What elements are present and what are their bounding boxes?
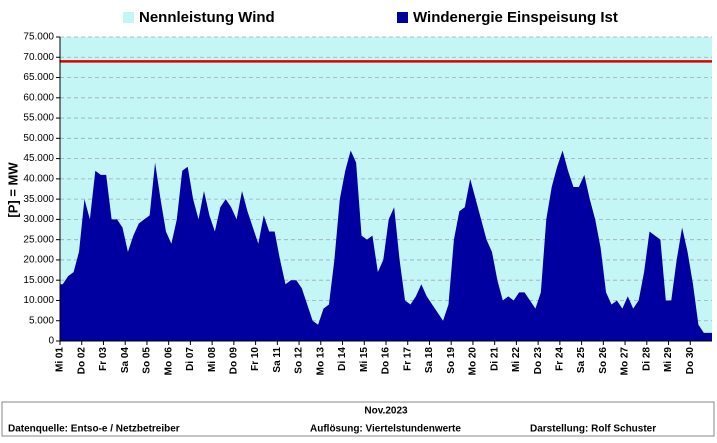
x-tick-label: Mi 08 — [207, 347, 218, 372]
x-tick-label: Sa 04 — [120, 347, 131, 374]
legend-marker — [123, 12, 134, 23]
x-tick-label: Fr 03 — [98, 347, 109, 371]
x-tick-label: Fr 10 — [250, 347, 261, 371]
y-tick-label: 5.000 — [29, 315, 54, 326]
legend-label: Nennleistung Wind — [139, 9, 275, 26]
y-tick-label: 40.000 — [23, 174, 54, 185]
x-tick-label: Do 16 — [381, 347, 392, 375]
y-axis-label: [P] = MW — [5, 162, 20, 218]
x-tick-label: Mi 01 — [55, 347, 66, 372]
footer-box — [1, 401, 715, 437]
x-tick-label: Fr 17 — [402, 347, 413, 371]
x-tick-label: Do 23 — [533, 347, 544, 375]
x-tick-label: Mo 06 — [163, 347, 174, 376]
y-tick-label: 55.000 — [23, 113, 54, 124]
legend-marker — [397, 12, 408, 23]
y-tick-label: 0 — [48, 336, 54, 347]
x-axis-label: Nov.2023 — [364, 406, 408, 417]
footer-source: Datenquelle: Entso-e / Netzbetreiber — [8, 424, 180, 435]
y-tick-label: 10.000 — [23, 295, 54, 306]
y-tick-label: 35.000 — [23, 194, 54, 205]
x-tick-label: Sa 18 — [424, 347, 435, 374]
y-tick-label: 30.000 — [23, 214, 54, 225]
x-tick-label: So 19 — [446, 347, 457, 374]
x-tick-label: So 05 — [142, 347, 153, 374]
y-tick-label: 20.000 — [23, 255, 54, 266]
y-tick-label: 70.000 — [23, 52, 54, 63]
footer-resolution: Auflösung: Viertelstundenwerte — [310, 424, 461, 435]
y-tick-label: 65.000 — [23, 72, 54, 83]
x-tick-label: Mi 29 — [663, 347, 674, 372]
x-tick-label: Di 14 — [337, 347, 348, 371]
x-tick-label: Mo 20 — [468, 347, 479, 376]
y-tick-label: 45.000 — [23, 153, 54, 164]
x-tick-label: Sa 11 — [272, 347, 283, 373]
x-tick-label: Fr 24 — [555, 347, 566, 371]
x-tick-label: Di 28 — [641, 347, 652, 371]
x-tick-label: So 26 — [598, 347, 609, 374]
x-tick-label: Do 30 — [685, 347, 696, 375]
y-tick-label: 15.000 — [23, 275, 54, 286]
x-tick-label: Mo 27 — [620, 347, 631, 376]
y-tick-label: 75.000 — [23, 32, 54, 43]
x-tick-label: Mi 15 — [359, 347, 370, 372]
x-tick-label: Di 07 — [185, 347, 196, 371]
y-tick-label: 50.000 — [23, 133, 54, 144]
legend-label: Windenergie Einspeisung Ist — [413, 9, 618, 26]
wind-area — [60, 150, 712, 341]
y-tick-label: 60.000 — [23, 92, 54, 103]
x-tick-label: Mo 13 — [315, 347, 326, 376]
x-tick-label: Di 21 — [489, 347, 500, 371]
x-tick-label: Sa 25 — [576, 347, 587, 374]
x-tick-label: Do 09 — [229, 347, 240, 375]
x-tick-label: Mi 22 — [511, 347, 522, 372]
footer-author: Darstellung: Rolf Schuster — [530, 424, 656, 435]
x-tick-label: So 12 — [294, 347, 305, 374]
x-tick-label: Do 02 — [76, 347, 87, 375]
y-tick-label: 25.000 — [23, 234, 54, 245]
